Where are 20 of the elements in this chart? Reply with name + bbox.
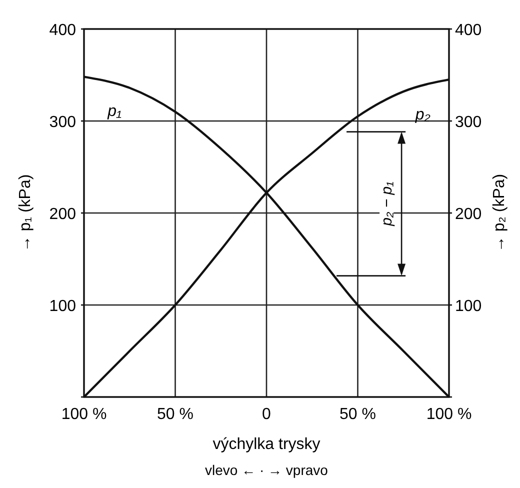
text: vlevo ← · → vpravo — [205, 462, 328, 478]
y-tick-label: 100 — [49, 298, 76, 315]
x-axis-title: výchylka trysky — [212, 436, 320, 453]
y-tick-label: 200 — [49, 206, 76, 223]
series-label: p₂ — [414, 106, 430, 124]
y-tick-label: 400 — [49, 22, 76, 39]
x-tick-label: 0 — [262, 406, 272, 423]
y-axis-title: → p₁ (kPa) — [17, 174, 34, 252]
y2-tick-label: 400 — [455, 22, 482, 39]
y2-tick-label: 300 — [455, 114, 482, 131]
x-tick-label: 50 % — [157, 406, 194, 423]
y2-tick-label: 100 — [455, 298, 482, 315]
y-tick-label: 300 — [49, 114, 76, 131]
y2-axis-title: → p₂ (kPa) — [491, 174, 508, 252]
y2-tick-label: 200 — [455, 206, 482, 223]
annotation: p₂ − p₁ — [378, 181, 396, 227]
x-tick-label: 100 % — [61, 406, 107, 423]
x-tick-label: 50 % — [340, 406, 376, 423]
x-tick-label: 100 % — [426, 406, 472, 423]
series-label: p₁ — [106, 102, 122, 120]
